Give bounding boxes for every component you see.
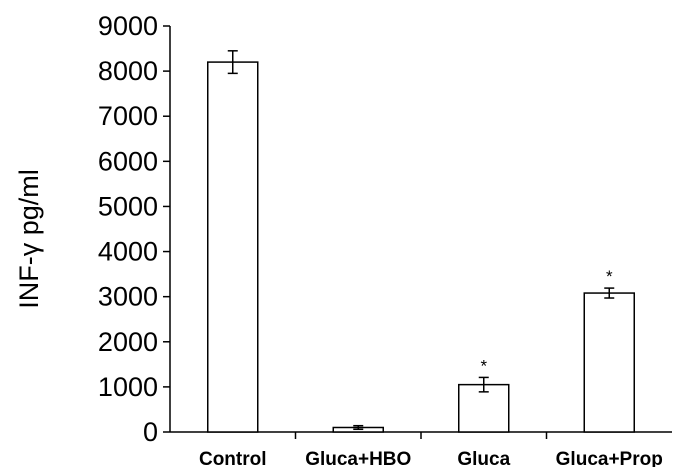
y-tick-label: 5000 [98, 191, 158, 221]
error-bars [227, 50, 615, 431]
bar [207, 61, 259, 433]
y-ticks: 0 1000 2000 3000 4000 5000 6000 7000 8000 9000 [98, 11, 170, 447]
x-tick-label: Gluca+HBO [305, 449, 411, 467]
significance-star: * [606, 267, 613, 286]
significance-markers: ** [480, 267, 613, 375]
y-tick-label: 1000 [98, 372, 158, 402]
y-tick-label: 9000 [98, 11, 158, 41]
x-tick-label: Gluca+Prop [556, 449, 663, 467]
y-tick-label: 4000 [98, 237, 158, 267]
y-tick-label: 7000 [98, 101, 158, 131]
x-tick-label: Control [199, 449, 267, 467]
y-tick-label: 0 [143, 417, 158, 447]
bar [583, 292, 635, 433]
y-tick-label: 3000 [98, 282, 158, 312]
y-tick-label: 6000 [98, 146, 158, 176]
y-axis-title: INF-γ pg/ml [14, 169, 44, 309]
significance-star: * [480, 356, 487, 375]
x-tick-label: Gluca [457, 449, 510, 467]
y-tick-label: 2000 [98, 327, 158, 357]
bars [207, 61, 635, 433]
y-tick-label: 8000 [98, 56, 158, 86]
x-tick-labels: Control Gluca+HBO Gluca Gluca+Prop [199, 449, 663, 467]
